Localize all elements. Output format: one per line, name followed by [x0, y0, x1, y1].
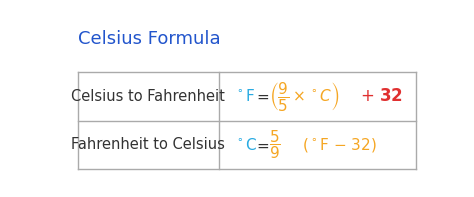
- Text: $+\ \mathbf{32}$: $+\ \mathbf{32}$: [360, 87, 403, 105]
- Text: Celsius to Fahrenheit: Celsius to Fahrenheit: [72, 89, 225, 104]
- Text: $\left(\dfrac{9}{5}\times{^\circ}C\right)$: $\left(\dfrac{9}{5}\times{^\circ}C\right…: [269, 80, 339, 113]
- Text: $\dfrac{5}{9}$: $\dfrac{5}{9}$: [269, 129, 280, 161]
- Text: Fahrenheit to Celsius: Fahrenheit to Celsius: [72, 138, 225, 152]
- Text: $^\circ$C: $^\circ$C: [234, 137, 257, 153]
- Text: $^\circ$F: $^\circ$F: [234, 88, 255, 104]
- Text: $=$: $=$: [254, 138, 270, 152]
- Text: Celsius Formula: Celsius Formula: [78, 30, 220, 48]
- Text: $=$: $=$: [254, 89, 270, 104]
- Text: $(^\circ$F $-$ 32): $(^\circ$F $-$ 32): [301, 136, 376, 154]
